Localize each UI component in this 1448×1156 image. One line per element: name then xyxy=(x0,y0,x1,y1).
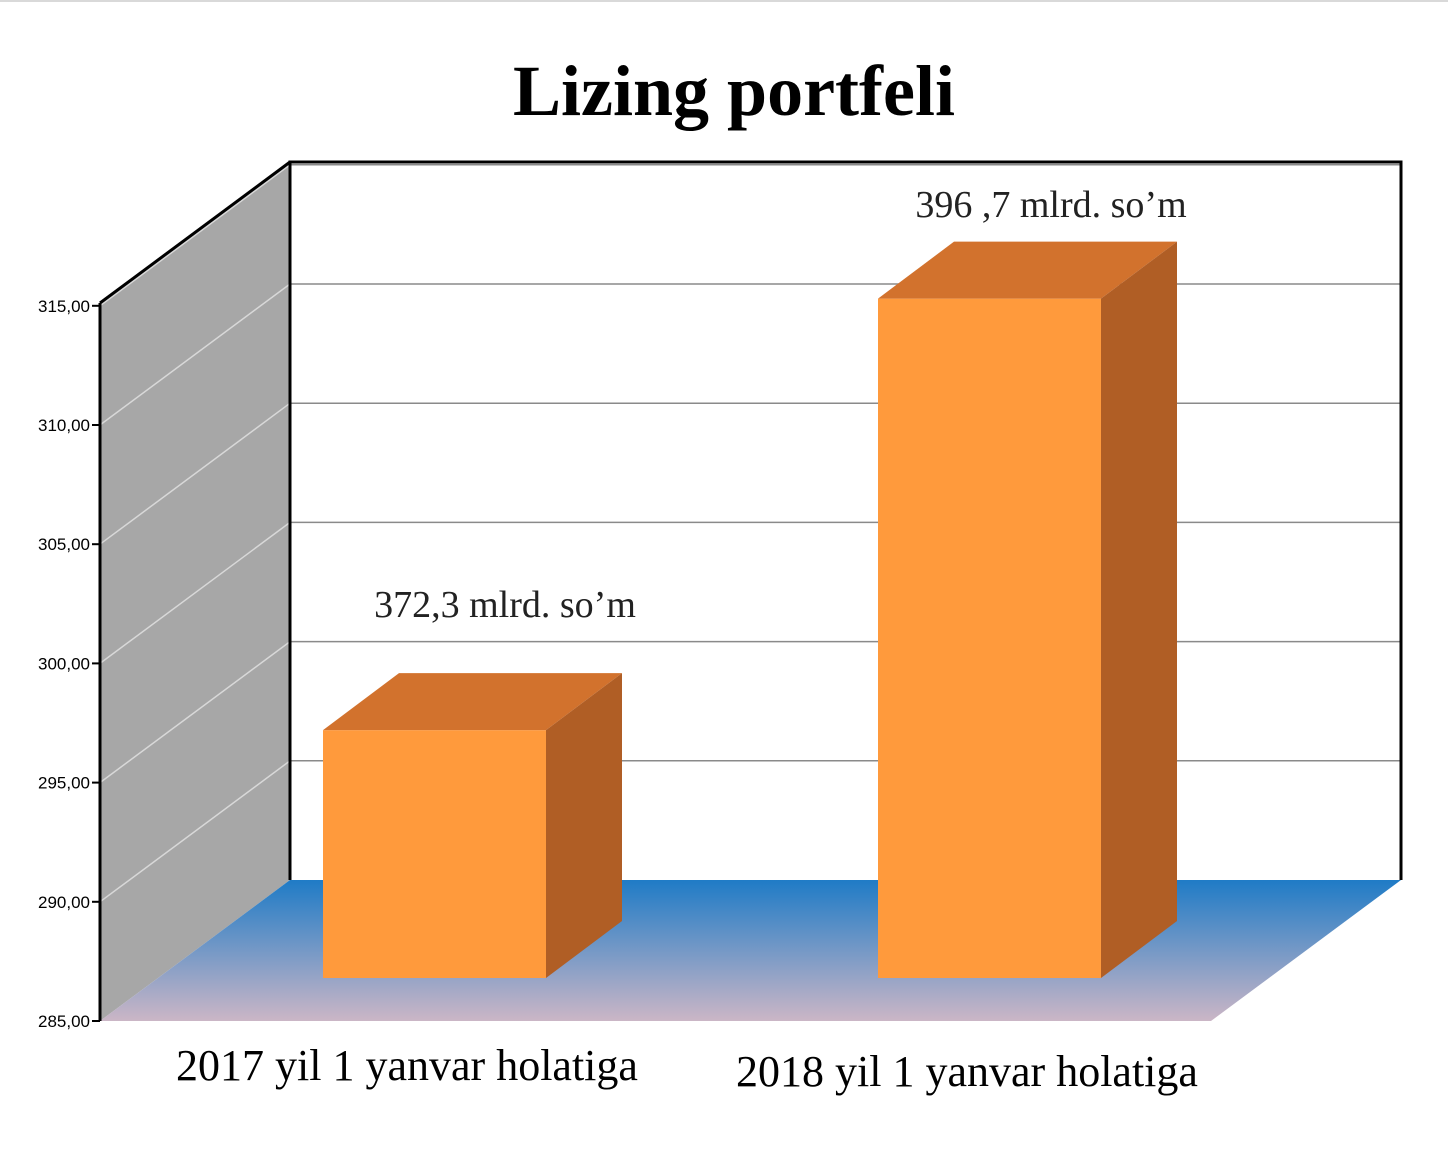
y-tick-label: 310,00 xyxy=(38,416,90,435)
back-wall-frame xyxy=(288,160,1403,880)
side-gridline xyxy=(99,402,291,545)
side-gridline xyxy=(99,164,291,307)
bar-front-2018 xyxy=(878,298,1101,978)
side-wall-top-edge xyxy=(99,160,291,305)
side-gridline xyxy=(99,283,291,426)
bar-side-2018 xyxy=(1101,241,1177,978)
floor xyxy=(100,880,1401,1021)
category-label-2017: 2017 yil 1 yanvar holatiga xyxy=(176,1041,638,1090)
chart-title: Lizing portfeli xyxy=(513,51,955,131)
top-rule xyxy=(0,0,1448,2)
y-axis-ticks: 285,00 290,00 295,00 300,00 305,00 310,00 315,… xyxy=(38,297,100,1031)
y-tick-label: 295,00 xyxy=(38,774,90,793)
data-label-2017: 372,3 mlrd. so’m xyxy=(374,584,636,626)
side-gridline xyxy=(99,760,291,903)
y-tick-label: 305,00 xyxy=(38,535,90,554)
y-tick-label: 290,00 xyxy=(38,893,90,912)
y-tick-label: 300,00 xyxy=(38,654,90,673)
bar-top-2017 xyxy=(323,673,622,731)
category-label-2018: 2018 yil 1 yanvar holatiga xyxy=(736,1047,1198,1096)
bar-side-2017 xyxy=(546,673,622,978)
side-wall xyxy=(100,162,290,1021)
side-gridline xyxy=(99,640,291,784)
y-tick-label: 285,00 xyxy=(38,1012,90,1031)
bars xyxy=(323,241,1177,978)
data-label-2018: 396 ,7 mlrd. so’m xyxy=(915,184,1186,226)
bar-top-2018 xyxy=(878,241,1177,299)
bar-front-2017 xyxy=(323,730,546,978)
side-gridline xyxy=(99,521,291,665)
y-tick-label: 315,00 xyxy=(38,297,90,316)
